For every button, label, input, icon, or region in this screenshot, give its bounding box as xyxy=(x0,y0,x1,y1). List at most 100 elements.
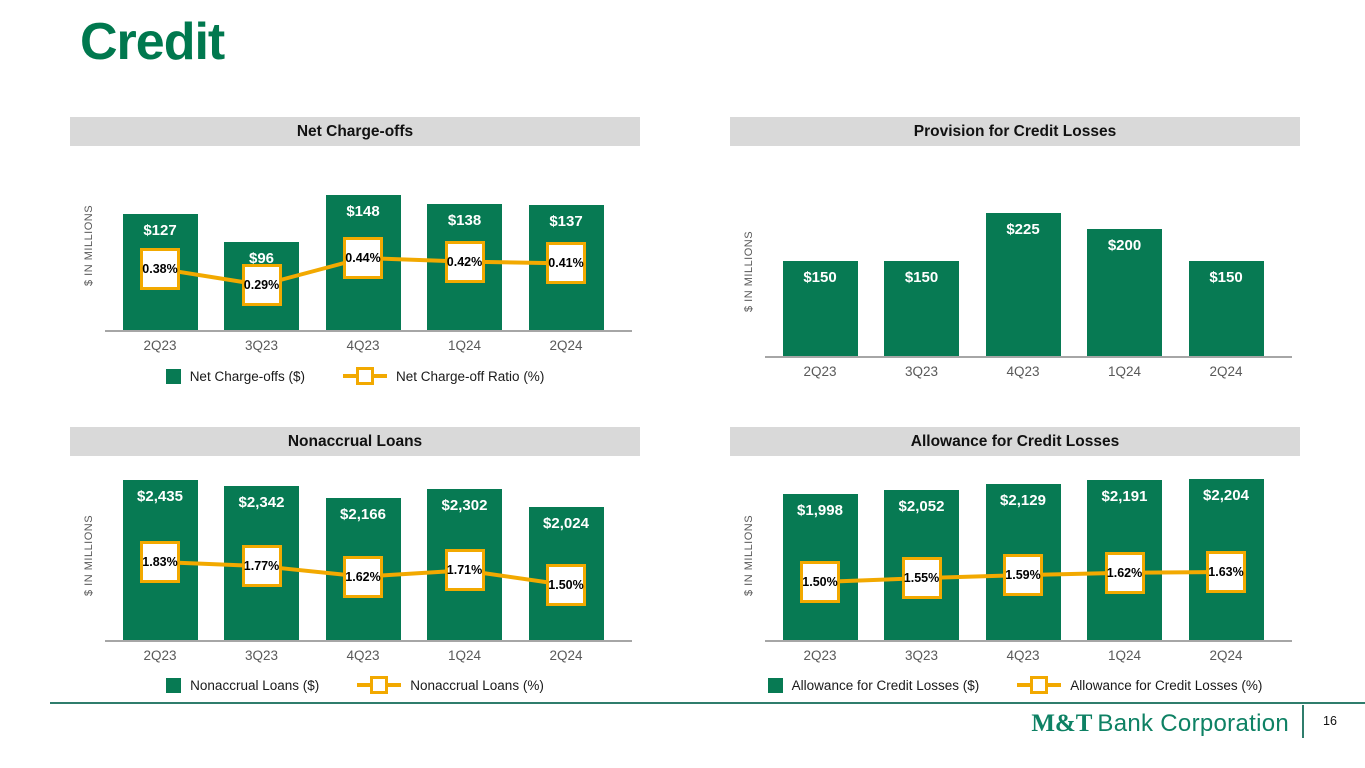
x-axis xyxy=(105,640,632,642)
bar-value-label: $138 xyxy=(447,212,482,230)
legend-item: Net Charge-off Ratio (%) xyxy=(343,367,544,385)
x-tick-1Q24: 1Q24 xyxy=(447,338,482,353)
ratio-value-label: 1.62% xyxy=(1106,565,1143,580)
bar-value-label: $127 xyxy=(143,222,177,240)
x-axis xyxy=(105,330,632,332)
x-tick-1Q24: 1Q24 xyxy=(447,648,482,663)
ratio-value-label: 0.42% xyxy=(446,254,483,269)
bar-value-label: $96 xyxy=(248,250,275,268)
ratio-marker xyxy=(343,555,383,598)
bar-value-label: $2,129 xyxy=(1000,492,1046,510)
bar-value-label: $2,302 xyxy=(441,496,488,514)
bar-value-label: $2,052 xyxy=(898,498,945,516)
x-tick-2Q24: 2Q24 xyxy=(1209,648,1243,663)
x-axis xyxy=(765,640,1292,642)
bar-value-label: $1,998 xyxy=(797,502,843,520)
footer-divider xyxy=(1302,705,1304,738)
x-tick-3Q23: 3Q23 xyxy=(244,648,279,663)
x-tick-2Q23: 2Q23 xyxy=(803,364,837,379)
ratio-value-label: 0.29% xyxy=(243,278,280,292)
legend-bar-swatch-icon xyxy=(166,677,182,693)
legend-item: Nonaccrual Loans ($) xyxy=(166,677,320,693)
ratio-value-label: 1.55% xyxy=(903,571,940,586)
bar-value-label: $2,342 xyxy=(238,494,285,512)
ratio-marker xyxy=(546,242,586,285)
ratio-value-label: 1.50% xyxy=(802,575,838,589)
ratio-value-label: 1.62% xyxy=(345,569,381,584)
legend-line-swatch-icon xyxy=(1017,676,1062,694)
legend: Nonaccrual Loans ($) Nonaccrual Loans (%) xyxy=(70,673,640,697)
ratio-line xyxy=(819,570,1227,584)
bar-3Q23: $150 xyxy=(884,260,959,356)
ratio-marker xyxy=(343,237,383,279)
ratio-value-label: 1.71% xyxy=(446,563,483,578)
legend-label: Nonaccrual Loans (%) xyxy=(410,677,544,693)
legend-line-marker xyxy=(1030,676,1049,694)
logo-mt-mark: M&T xyxy=(1031,710,1093,737)
page-title: Credit xyxy=(80,13,225,71)
bar-value-label: $200 xyxy=(1107,236,1142,254)
bar-value-label: $2,191 xyxy=(1101,487,1148,505)
ratio-marker xyxy=(241,264,282,306)
page-number: 16 xyxy=(1323,714,1337,728)
x-tick-4Q23: 4Q23 xyxy=(346,338,380,353)
chart-title-banner: Provision for Credit Losses xyxy=(730,117,1300,146)
ratio-value-label: 0.44% xyxy=(345,251,381,265)
logo-wordmark: Bank Corporation xyxy=(1097,710,1289,737)
x-tick-2Q24: 2Q24 xyxy=(1209,364,1243,379)
x-tick-3Q23: 3Q23 xyxy=(904,648,939,663)
bar-value-label: $150 xyxy=(1209,268,1243,286)
x-tick-2Q23: 2Q23 xyxy=(143,648,177,663)
bar-value-label: $2,435 xyxy=(137,488,183,505)
x-tick-2Q23: 2Q23 xyxy=(143,338,177,353)
footer-rule xyxy=(50,702,1365,704)
x-tick-3Q23: 3Q23 xyxy=(904,364,939,379)
ratio-value-label: 1.59% xyxy=(1005,568,1041,583)
ratio-value-label: 0.38% xyxy=(142,261,178,276)
ratio-value-label: 1.63% xyxy=(1208,565,1244,579)
bar-value-label: $2,024 xyxy=(543,515,589,532)
ratio-marker xyxy=(800,561,840,603)
legend-label: Net Charge-offs ($) xyxy=(189,368,305,384)
x-tick-2Q24: 2Q24 xyxy=(549,338,583,353)
legend-item: Nonaccrual Loans (%) xyxy=(357,676,544,694)
bar-value-label: $150 xyxy=(904,268,939,286)
bar-2Q24: $150 xyxy=(1188,260,1264,356)
bar-4Q23: $148 xyxy=(325,195,401,330)
legend-label: Nonaccrual Loans ($) xyxy=(190,677,320,693)
x-tick-1Q24: 1Q24 xyxy=(1107,648,1142,663)
bar-value-label: $150 xyxy=(803,268,837,286)
x-tick-2Q23: 2Q23 xyxy=(803,648,837,663)
ratio-marker xyxy=(444,549,485,592)
bar-4Q23: $225 xyxy=(985,213,1061,356)
ratio-marker xyxy=(140,541,180,583)
chart-title-banner: Net Charge-offs xyxy=(70,117,640,146)
legend-line-marker xyxy=(356,367,374,385)
ratio-value-label: 1.83% xyxy=(142,555,178,569)
legend-item: Allowance for Credit Losses (%) xyxy=(1017,676,1262,694)
bar-value-label: $2,166 xyxy=(340,505,386,523)
ratio-marker xyxy=(546,564,586,606)
bar-value-label: $137 xyxy=(549,213,583,231)
ratio-marker xyxy=(241,545,282,588)
legend-line-swatch-icon xyxy=(343,367,387,385)
x-tick-4Q23: 4Q23 xyxy=(346,648,380,663)
x-tick-2Q24: 2Q24 xyxy=(549,648,583,663)
x-axis xyxy=(765,356,1292,358)
y-axis-label: $ IN MILLIONS xyxy=(743,230,755,312)
legend-label: Allowance for Credit Losses ($) xyxy=(791,677,980,693)
ratio-marker xyxy=(1206,551,1246,593)
ratio-marker xyxy=(1104,551,1145,594)
bar-2Q24: $137 xyxy=(528,205,604,330)
legend-item: Allowance for Credit Losses ($) xyxy=(767,677,980,693)
legend-label: Allowance for Credit Losses (%) xyxy=(1070,677,1263,693)
ratio-marker xyxy=(901,557,942,600)
bar-value-label: $225 xyxy=(1006,221,1040,238)
chart-title-banner: Nonaccrual Loans xyxy=(70,427,640,456)
bar-value-label: $2,204 xyxy=(1203,487,1249,504)
legend-line-swatch-icon xyxy=(357,676,402,694)
x-tick-4Q23: 4Q23 xyxy=(1006,364,1040,379)
legend-bar-swatch-icon xyxy=(165,368,181,384)
x-tick-3Q23: 3Q23 xyxy=(244,338,279,353)
